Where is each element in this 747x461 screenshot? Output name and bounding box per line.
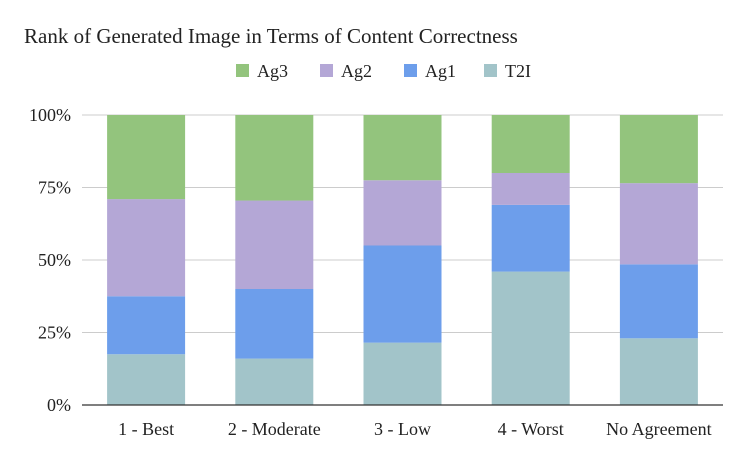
legend-swatch-t2i — [484, 64, 497, 77]
y-tick-label: 100% — [29, 105, 71, 125]
y-tick-label: 50% — [38, 250, 71, 270]
bar-segment-ag2 — [619, 183, 698, 265]
y-tick-label: 25% — [38, 323, 71, 343]
bar-segment-ag1 — [363, 245, 442, 343]
legend-swatch-ag1 — [404, 64, 417, 77]
legend: Ag3 Ag2 Ag1 T2I — [236, 61, 531, 81]
bar-segment-ag1 — [107, 296, 186, 355]
bar-segment-ag2 — [491, 173, 570, 205]
x-tick-label: No Agreement — [606, 419, 711, 439]
bar-segment-ag1 — [491, 204, 570, 272]
bar-segment-t2i — [107, 354, 186, 405]
legend-label-t2i: T2I — [505, 61, 531, 81]
legend-swatch-ag2 — [320, 64, 333, 77]
legend-label-ag1: Ag1 — [425, 61, 456, 81]
bar-segment-t2i — [491, 271, 570, 405]
bar-segment-t2i — [363, 342, 442, 405]
x-tick-label: 3 - Low — [374, 419, 431, 439]
legend-swatch-ag3 — [236, 64, 249, 77]
legend-label-ag2: Ag2 — [341, 61, 372, 81]
bars — [107, 115, 698, 405]
bar-segment-ag3 — [363, 115, 442, 181]
chart-title: Rank of Generated Image in Terms of Cont… — [24, 24, 518, 48]
y-tick-label: 0% — [47, 395, 71, 415]
bar-segment-ag1 — [619, 264, 698, 339]
x-tick-label: 2 - Moderate — [228, 419, 321, 439]
legend-label-ag3: Ag3 — [257, 61, 288, 81]
bar-segment-ag3 — [107, 115, 186, 200]
bar-segment-ag1 — [235, 289, 314, 359]
bar-segment-t2i — [619, 338, 698, 405]
bar-segment-t2i — [235, 358, 314, 405]
bar-segment-ag2 — [363, 180, 442, 246]
bar-segment-ag2 — [107, 199, 186, 297]
x-tick-label: 4 - Worst — [498, 419, 564, 439]
x-tick-label: 1 - Best — [118, 419, 174, 439]
bar-segment-ag2 — [235, 200, 314, 289]
y-tick-label: 75% — [38, 178, 71, 198]
bar-segment-ag3 — [619, 115, 698, 184]
bar-segment-ag3 — [491, 115, 570, 173]
axes: 0% 25% 50% 75% 100% 1 - Best 2 - Moderate 3 - L… — [29, 105, 723, 439]
bar-segment-ag3 — [235, 115, 314, 201]
